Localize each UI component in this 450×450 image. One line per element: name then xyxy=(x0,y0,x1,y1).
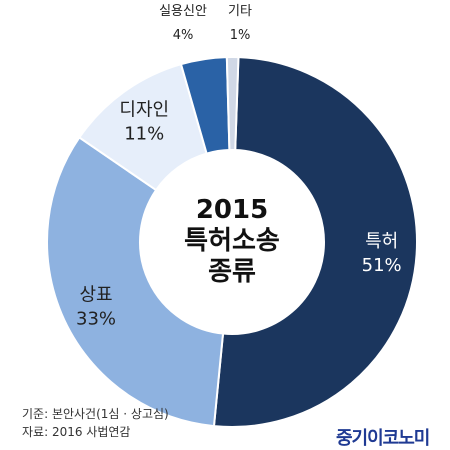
title-line-2: 특허소송 xyxy=(184,226,280,256)
category-label-other: 기타 xyxy=(228,4,252,19)
value-label-other: 1% xyxy=(230,28,251,43)
chart-title: 2015 특허소송 종류 xyxy=(140,195,324,288)
basis-note: 기준: 본안사건(1심 · 상고심) xyxy=(22,407,169,421)
value-label-design: 11% xyxy=(124,123,164,144)
category-label-trademark: 상표 xyxy=(79,284,112,305)
title-year: 2015 xyxy=(195,195,269,225)
brand-logo: 중기이코노미 xyxy=(336,428,430,449)
title-line-3: 종류 xyxy=(208,257,256,287)
category-label-utility: 실용신안 xyxy=(159,4,207,19)
value-label-utility: 4% xyxy=(173,28,194,43)
category-label-design: 디자인 xyxy=(119,99,169,120)
source-note: 자료: 2016 사법연감 xyxy=(22,425,131,439)
category-label-patent: 특허 xyxy=(365,231,398,252)
value-label-trademark: 33% xyxy=(76,308,116,329)
donut-hole xyxy=(140,150,324,334)
value-label-patent: 51% xyxy=(362,255,402,276)
